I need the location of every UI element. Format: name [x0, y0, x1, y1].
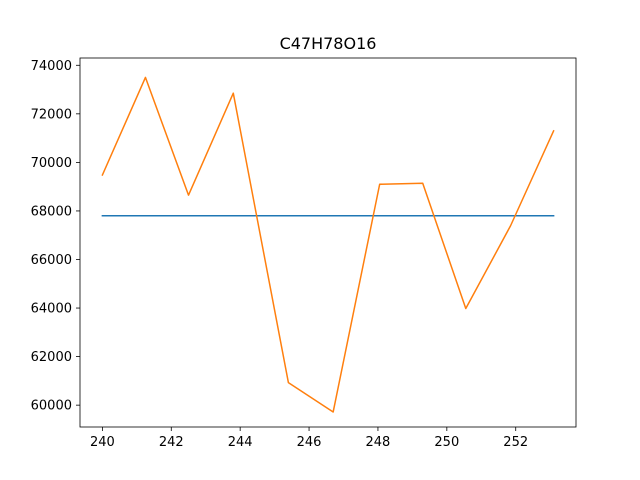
series-layer — [101, 76, 555, 413]
y-tick-label: 60000 — [31, 399, 72, 414]
x-tick-label: 248 — [366, 435, 391, 450]
chart-title: C47H78O16 — [280, 34, 377, 53]
axes-layer: 240 242 244 246 248 250 252 60000 62000 64000 6600… — [31, 57, 577, 450]
x-tick-label: 240 — [90, 435, 115, 450]
x-tick-label: 250 — [434, 435, 459, 450]
y-tick-label: 68000 — [31, 204, 72, 219]
series-line-2 — [101, 76, 555, 413]
y-tick-label: 62000 — [31, 350, 72, 365]
x-tick-label: 252 — [503, 435, 528, 450]
y-tick-label: 64000 — [31, 302, 72, 317]
x-tick-label: 244 — [228, 435, 253, 450]
y-tick-label: 72000 — [31, 107, 72, 122]
x-tick-label: 246 — [297, 435, 322, 450]
x-tick-label: 242 — [159, 435, 184, 450]
y-tick-label: 74000 — [31, 59, 72, 74]
plot-frame — [79, 57, 577, 428]
y-tick-label: 70000 — [31, 156, 72, 171]
y-tick-label: 66000 — [31, 253, 72, 268]
